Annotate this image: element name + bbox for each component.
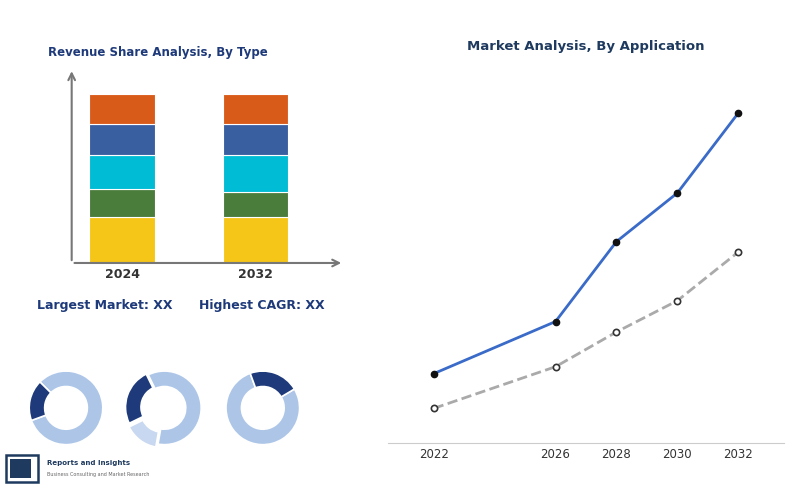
Bar	[222, 192, 288, 217]
Bar	[90, 217, 154, 263]
Wedge shape	[30, 382, 51, 420]
Bar	[222, 155, 288, 192]
Bar	[222, 94, 288, 124]
Bar	[10, 459, 31, 478]
Wedge shape	[31, 371, 102, 445]
Wedge shape	[129, 420, 158, 447]
Title: Market Analysis, By Application: Market Analysis, By Application	[467, 40, 705, 53]
Wedge shape	[250, 371, 294, 397]
Wedge shape	[126, 374, 153, 423]
Bar	[6, 455, 38, 482]
Text: Revenue Share Analysis, By Type: Revenue Share Analysis, By Type	[48, 46, 268, 59]
Wedge shape	[226, 373, 299, 445]
Bar	[90, 155, 154, 188]
Bar	[222, 217, 288, 263]
Wedge shape	[148, 371, 201, 445]
Text: Highest CAGR: XX: Highest CAGR: XX	[198, 299, 324, 312]
Text: Largest Market: XX: Largest Market: XX	[38, 299, 173, 312]
Bar	[222, 124, 288, 155]
Text: Reports and Insights: Reports and Insights	[47, 460, 130, 466]
Text: Business Consulting and Market Research: Business Consulting and Market Research	[47, 472, 150, 477]
Bar	[90, 188, 154, 217]
Bar	[90, 94, 154, 124]
Text: GLOBAL LABORATORY DIAGNOSTIC MARKET SEGMENT ANALYSIS: GLOBAL LABORATORY DIAGNOSTIC MARKET SEGM…	[12, 18, 543, 33]
Bar	[90, 124, 154, 155]
